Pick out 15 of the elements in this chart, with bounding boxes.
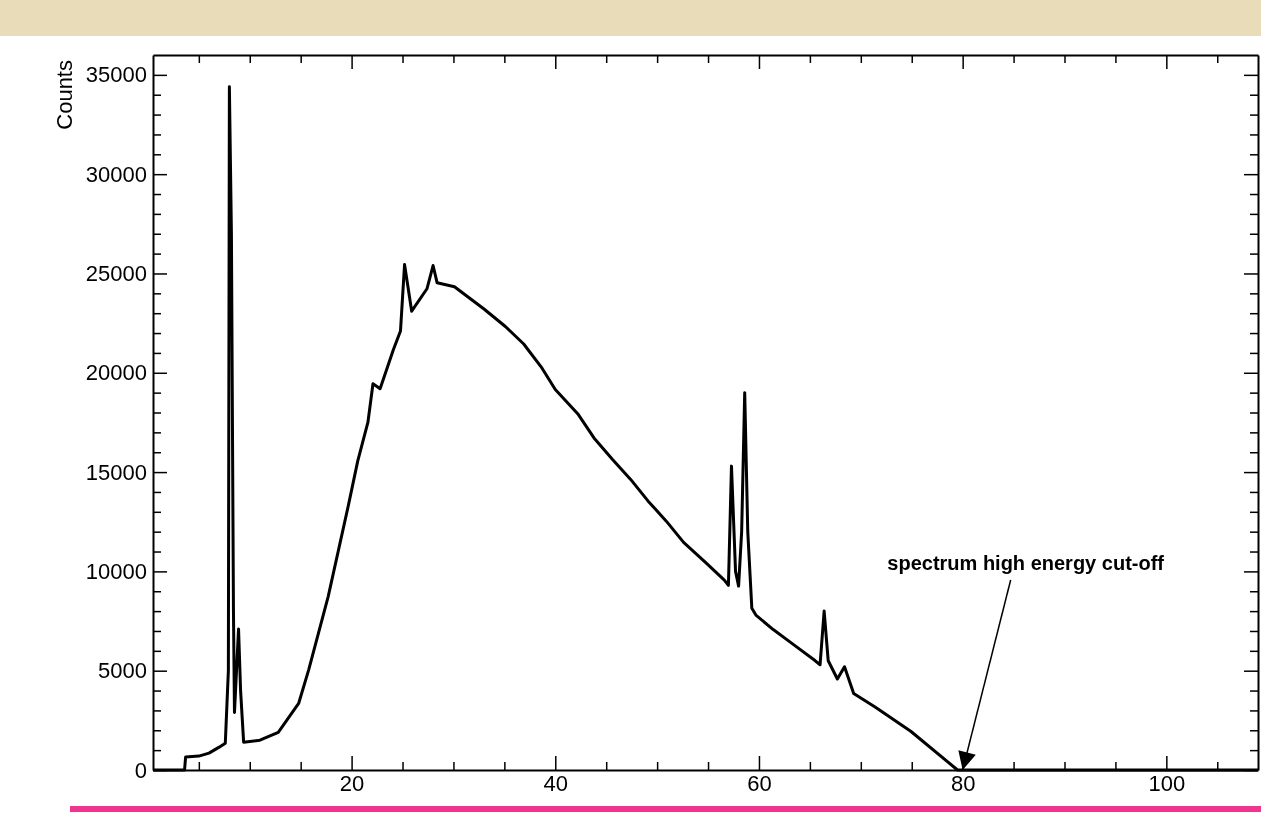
y-tick-label: 20000 <box>85 360 147 386</box>
x-tick-label: 40 <box>543 770 569 796</box>
y-tick-label: 30000 <box>85 161 147 187</box>
x-tick-label: 20 <box>339 770 365 796</box>
y-tick-label: 10000 <box>85 558 147 584</box>
x-tick-label: 100 <box>1148 770 1186 796</box>
y-tick-label: 25000 <box>85 261 147 287</box>
annotation: spectrum high energy cut-off <box>887 552 1165 574</box>
y-axis-title: Counts <box>52 60 77 130</box>
y-tick-label: 35000 <box>85 62 147 88</box>
y-tick-label: 15000 <box>85 459 147 485</box>
x-tick-label: 60 <box>747 770 772 796</box>
y-tick-label: 0 <box>134 757 147 783</box>
y-tick-label: 5000 <box>98 658 147 684</box>
x-tick-label: 80 <box>950 770 976 796</box>
